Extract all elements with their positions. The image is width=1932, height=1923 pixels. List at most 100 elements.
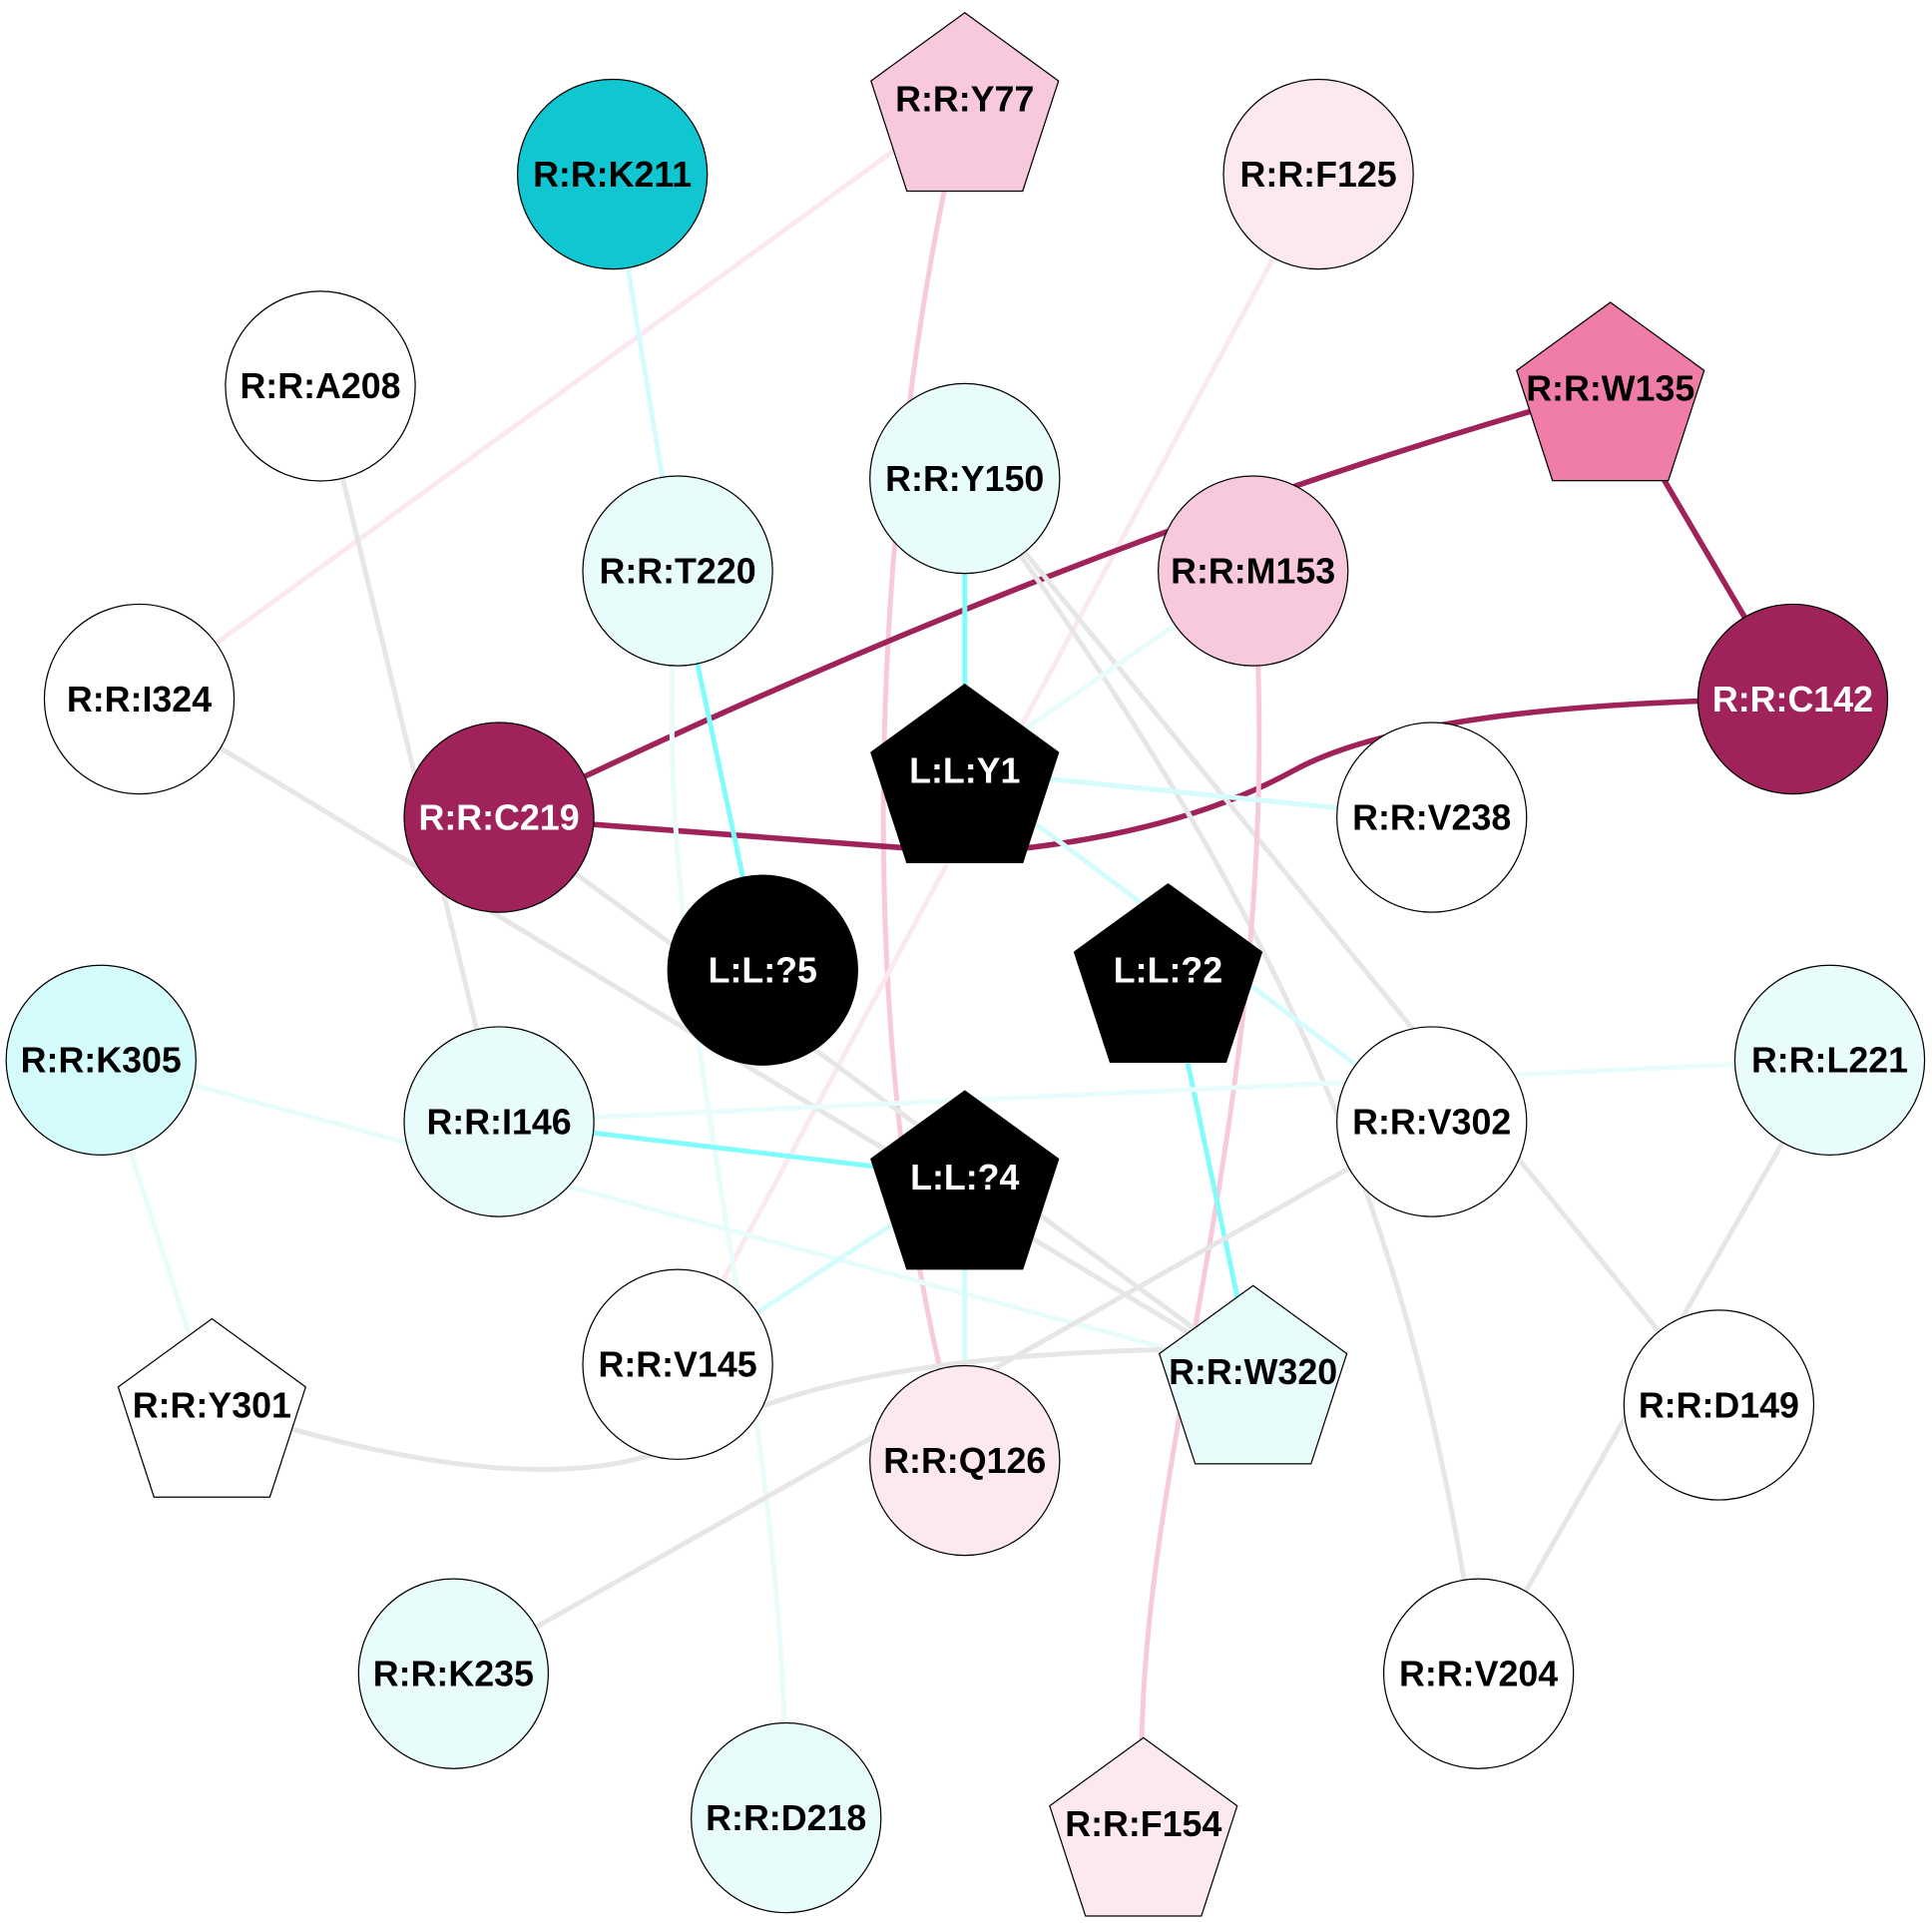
circle-shape: [1382, 1578, 1575, 1769]
edge-i146-l221: [498, 1057, 1830, 1125]
edge-k305-w320: [100, 1057, 1254, 1375]
node-label: R:R:W320: [1169, 1352, 1337, 1392]
node-label: R:R:A208: [240, 366, 400, 406]
node-d218[interactable]: R:R:D218: [691, 1721, 882, 1914]
node-label: L:L:Y1: [909, 750, 1020, 790]
node-label: R:R:F125: [1240, 155, 1397, 195]
edge-a208-i146: [317, 385, 502, 1123]
circle-shape: [43, 603, 236, 795]
node-f154[interactable]: R:R:F154: [1049, 1736, 1238, 1917]
node-label: L:L:?4: [910, 1158, 1019, 1198]
circle-shape: [1696, 603, 1889, 795]
node-label: R:R:F154: [1065, 1804, 1221, 1844]
node-i146[interactable]: R:R:I146: [403, 1026, 595, 1217]
pentagon-shape: [870, 12, 1060, 193]
node-c142[interactable]: R:R:C142: [1696, 603, 1889, 795]
node-k235[interactable]: R:R:K235: [357, 1578, 550, 1769]
node-label: R:R:C142: [1712, 680, 1873, 720]
circle-shape: [582, 475, 773, 667]
node-ly1[interactable]: L:L:Y1: [870, 683, 1060, 863]
node-label: R:R:V204: [1399, 1655, 1558, 1694]
node-q126[interactable]: R:R:Q126: [869, 1364, 1061, 1557]
node-label: R:R:D218: [706, 1798, 866, 1838]
node-y301[interactable]: R:R:Y301: [117, 1317, 307, 1498]
node-label: L:L:?2: [1114, 950, 1222, 990]
node-label: R:R:V302: [1352, 1102, 1511, 1142]
pentagon-shape: [117, 1317, 307, 1498]
edge-m153-f154: [1139, 570, 1262, 1824]
circle-shape: [1157, 475, 1349, 667]
node-a208[interactable]: R:R:A208: [225, 290, 416, 482]
node-l4[interactable]: L:L:?4: [870, 1090, 1060, 1270]
circle-shape: [357, 1578, 550, 1769]
pentagon-shape: [1516, 301, 1705, 482]
node-v302[interactable]: R:R:V302: [1336, 1026, 1528, 1217]
node-v204[interactable]: R:R:V204: [1382, 1578, 1575, 1769]
pentagon-shape: [1158, 1284, 1348, 1465]
circle-shape: [1623, 1309, 1815, 1501]
node-k305[interactable]: R:R:K305: [5, 964, 197, 1156]
node-f125[interactable]: R:R:F125: [1222, 78, 1414, 270]
node-c219[interactable]: R:R:C219: [403, 721, 595, 913]
node-t220[interactable]: R:R:T220: [582, 475, 773, 667]
node-label: R:R:L221: [1751, 1041, 1908, 1081]
circle-shape: [869, 1364, 1061, 1557]
circle-shape: [1336, 1026, 1528, 1217]
pentagon-shape: [870, 1090, 1060, 1270]
node-y77[interactable]: R:R:Y77: [870, 12, 1060, 193]
node-label: R:R:Y301: [133, 1385, 291, 1425]
node-label: R:R:V145: [599, 1345, 757, 1385]
node-i324[interactable]: R:R:I324: [43, 603, 236, 795]
node-label: R:R:T220: [600, 551, 756, 591]
edge-y77-i324: [138, 97, 967, 702]
circle-shape: [691, 1721, 882, 1914]
node-w320[interactable]: R:R:W320: [1158, 1284, 1348, 1465]
node-label: R:R:Y77: [895, 80, 1034, 120]
node-label: R:R:K235: [373, 1655, 534, 1694]
node-l221[interactable]: R:R:L221: [1733, 964, 1926, 1156]
node-label: R:R:Q126: [883, 1441, 1046, 1481]
pentagon-shape: [1073, 882, 1263, 1063]
node-v238[interactable]: R:R:V238: [1336, 721, 1528, 913]
edge-y150-d149: [962, 476, 1721, 1407]
circle-shape: [5, 964, 197, 1156]
edge-c219-w320: [497, 815, 1255, 1374]
circle-shape: [1222, 78, 1414, 270]
nodes-layer: R:R:Y77 R:R:K211 R:R:F125 R:R:A208 R:R:W135 R…: [5, 12, 1926, 1917]
node-label: R:R:I324: [67, 680, 212, 720]
node-label: L:L:?5: [709, 950, 817, 990]
node-label: R:R:V238: [1352, 797, 1511, 837]
node-label: R:R:Y150: [885, 459, 1044, 499]
node-label: R:R:C219: [418, 797, 579, 837]
edge-y150-v204: [962, 477, 1482, 1675]
node-label: R:R:W135: [1526, 369, 1694, 409]
pentagon-shape: [1049, 1736, 1238, 1917]
circle-shape: [403, 721, 595, 913]
node-label: R:R:I146: [426, 1102, 571, 1142]
circle-shape: [516, 78, 709, 270]
node-label: R:R:K305: [21, 1041, 182, 1081]
circle-shape: [225, 290, 416, 482]
edge-c142-c219: [498, 696, 1793, 856]
node-m153[interactable]: R:R:M153: [1157, 475, 1349, 667]
node-l2[interactable]: L:L:?2: [1073, 882, 1263, 1063]
node-label: R:R:D149: [1639, 1385, 1799, 1425]
circle-shape: [1336, 721, 1528, 913]
node-k211[interactable]: R:R:K211: [516, 78, 709, 270]
node-l5[interactable]: L:L:?5: [667, 874, 858, 1066]
node-w135[interactable]: R:R:W135: [1516, 301, 1705, 482]
node-d149[interactable]: R:R:D149: [1623, 1309, 1815, 1501]
edge-w135-c219: [497, 385, 1612, 820]
edge-t220-d218: [669, 570, 789, 1818]
circle-shape: [582, 1268, 773, 1460]
circle-shape: [667, 874, 858, 1066]
circle-shape: [1733, 964, 1926, 1156]
node-v145[interactable]: R:R:V145: [582, 1268, 773, 1460]
node-label: R:R:M153: [1171, 551, 1335, 591]
pentagon-shape: [870, 683, 1060, 863]
circle-shape: [869, 382, 1061, 575]
node-label: R:R:K211: [533, 155, 692, 195]
node-y150[interactable]: R:R:Y150: [869, 382, 1061, 575]
circle-shape: [403, 1026, 595, 1217]
